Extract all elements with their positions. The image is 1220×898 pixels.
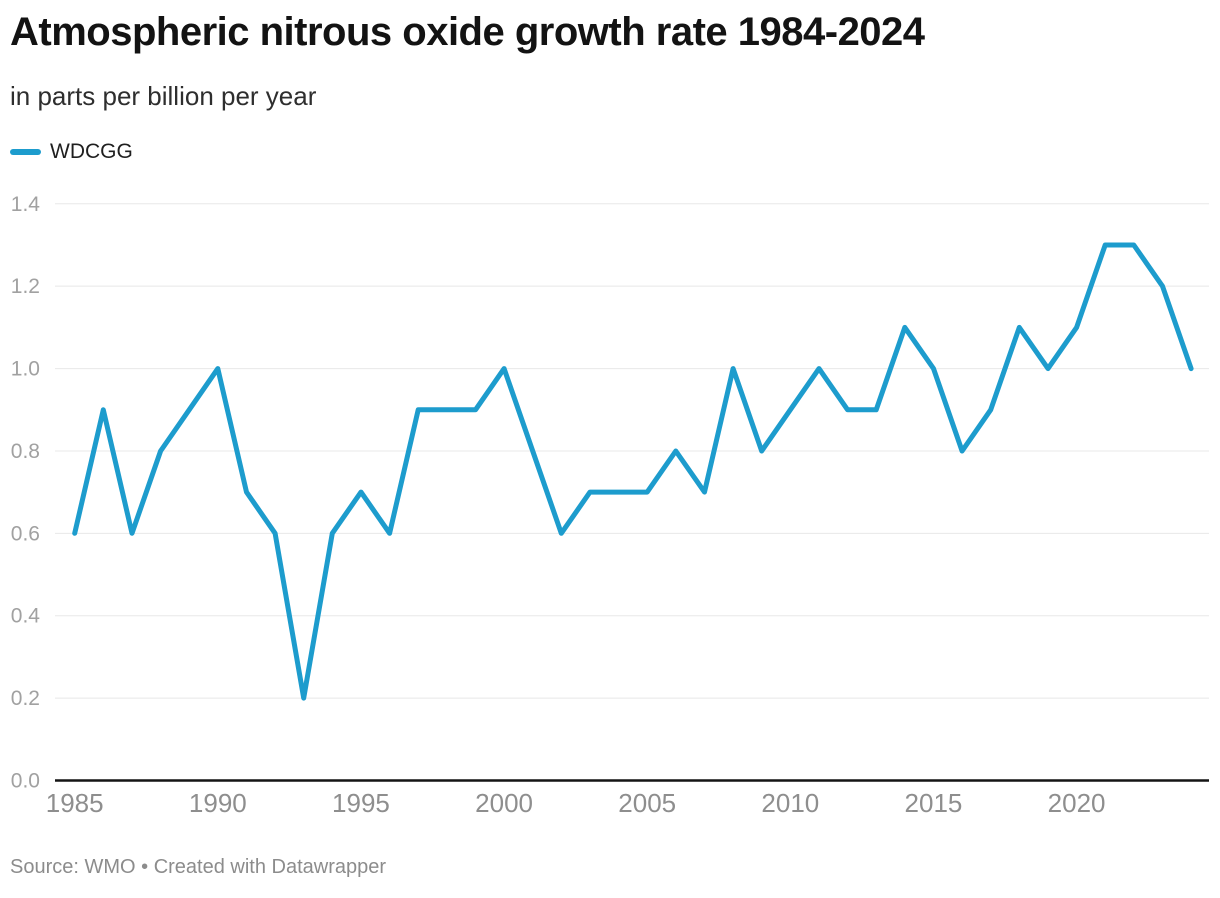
y-axis-tick-label: 1.4: [11, 193, 41, 216]
footer-source: Source: WMO • Created with Datawrapper: [10, 856, 387, 878]
legend-line-swatch: [10, 149, 41, 155]
x-axis-tick-label: 2015: [905, 788, 963, 818]
y-axis-tick-label: 0.4: [11, 605, 41, 628]
x-axis-tick-label: 2010: [761, 788, 819, 818]
y-axis-tick-label: 1.0: [11, 358, 40, 381]
legend-item-label: WDCGG: [50, 140, 133, 163]
x-axis-tick-label: 1985: [46, 788, 104, 818]
y-axis-tick-label: 0.6: [11, 522, 40, 545]
data-line-wdcgg: [72, 242, 1194, 701]
legend-item-wdcgg: WDCGG: [10, 140, 133, 164]
x-axis-tick-label: 1990: [189, 788, 247, 818]
y-axis-tick-label: 0.8: [11, 440, 40, 463]
x-axis-tick-label: 2005: [618, 788, 676, 818]
y-axis-tick-label: 0.2: [11, 687, 40, 710]
chart-subtitle: in parts per billion per year: [10, 81, 317, 111]
x-axis-tick-label: 2000: [475, 788, 533, 818]
x-axis-tick-label: 2020: [1048, 788, 1106, 818]
y-axis-tick-label: 0.0: [11, 770, 40, 793]
x-axis-tick-label: 1995: [332, 788, 390, 818]
legend: WDCGG: [10, 140, 133, 164]
y-axis-tick-label: 1.2: [11, 275, 40, 298]
chart-title: Atmospheric nitrous oxide growth rate 19…: [10, 10, 925, 54]
